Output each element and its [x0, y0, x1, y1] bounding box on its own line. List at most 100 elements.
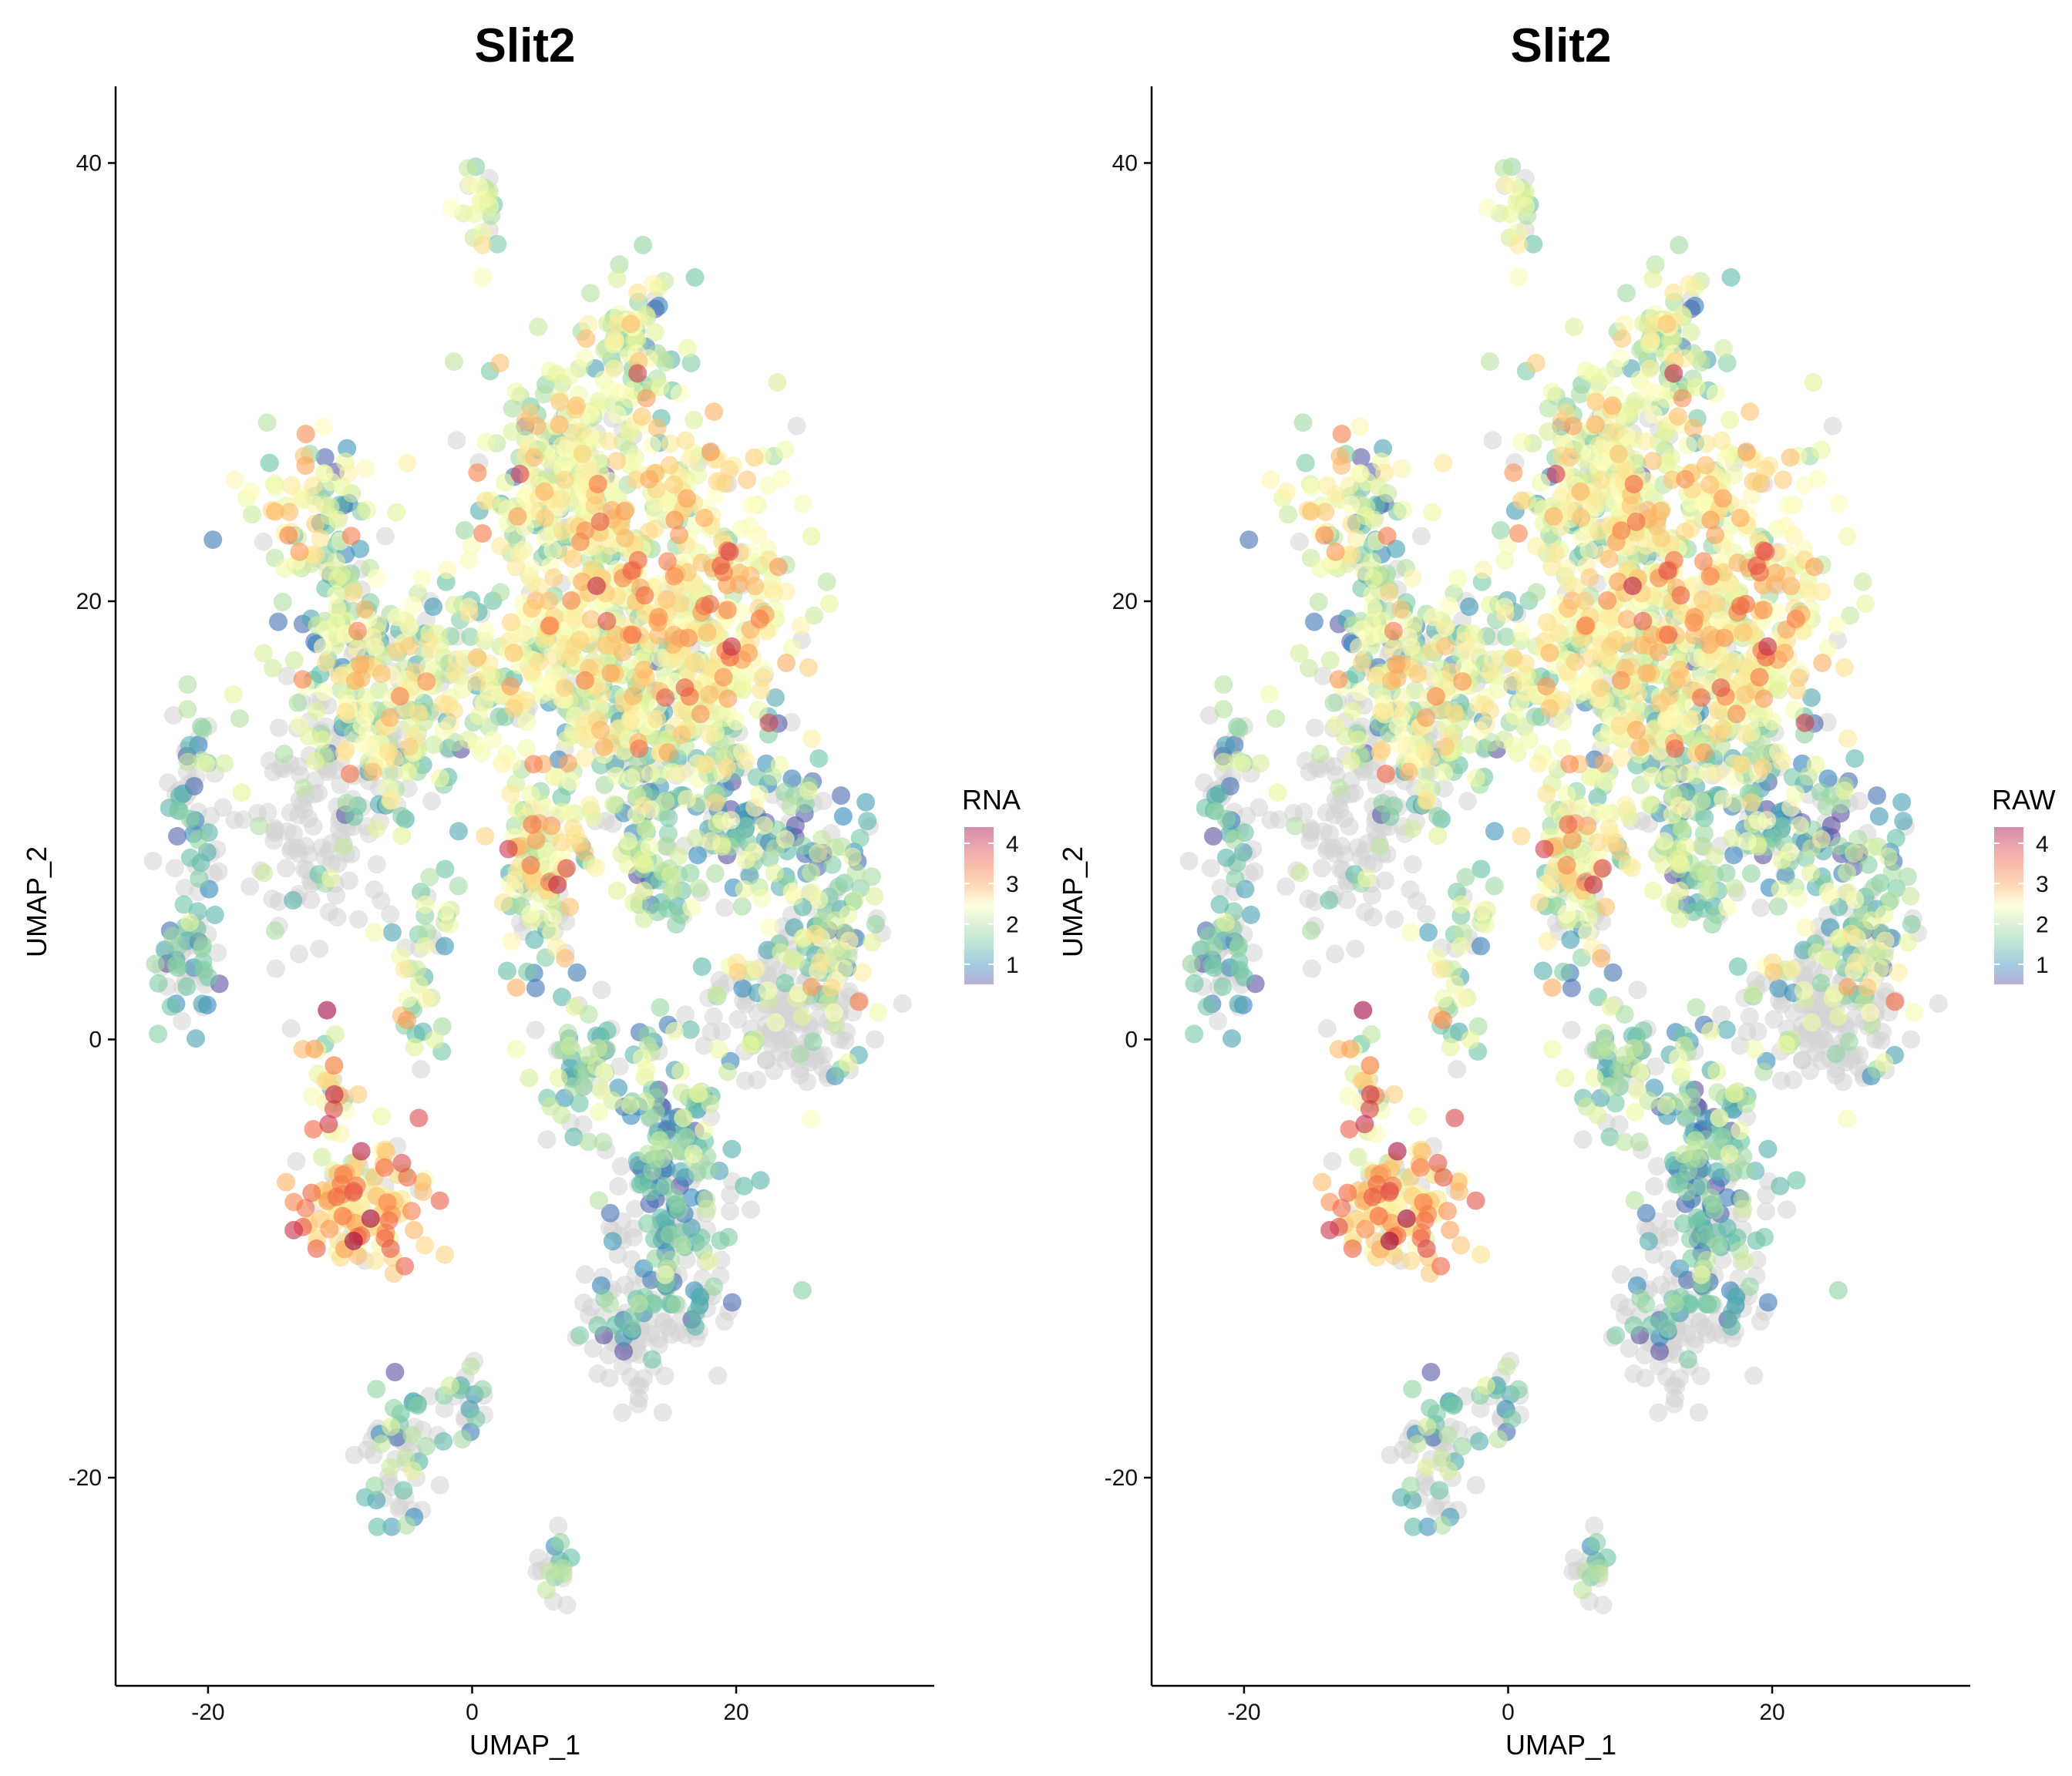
y-tick-label: -20	[69, 1465, 102, 1491]
cell-point	[1769, 979, 1788, 998]
cell-point	[313, 730, 331, 749]
cell-point	[1185, 974, 1204, 993]
cell-point	[403, 1462, 422, 1480]
cell-point	[458, 159, 477, 178]
cell-point	[1688, 1149, 1707, 1169]
cell-point	[1317, 841, 1336, 860]
cell-point	[629, 1394, 648, 1414]
cell-point	[341, 526, 361, 546]
cell-point	[294, 779, 313, 798]
cell-point	[1670, 910, 1690, 929]
cell-point	[747, 768, 766, 787]
cell-point	[1754, 1062, 1773, 1081]
cell-point	[306, 546, 325, 565]
cell-point	[288, 693, 308, 712]
cell-point	[163, 927, 182, 946]
cell-point	[1650, 1342, 1669, 1361]
cell-point	[636, 1092, 655, 1111]
cell-point	[1588, 1105, 1607, 1125]
cell-point	[740, 1035, 759, 1054]
cell-point	[473, 235, 492, 254]
cell-point	[664, 879, 683, 898]
cell-point	[402, 1425, 422, 1445]
cell-point	[649, 1336, 668, 1354]
cell-point	[1286, 816, 1305, 836]
cell-point	[601, 664, 621, 683]
cell-point	[314, 417, 334, 436]
cell-point	[736, 752, 755, 771]
cell-point	[1674, 1145, 1694, 1164]
cell-point	[1783, 768, 1802, 787]
cell-point	[1418, 1517, 1438, 1536]
cell-point	[1497, 1357, 1516, 1376]
cell-point	[1624, 1038, 1643, 1058]
cell-point	[352, 1142, 371, 1161]
cell-point	[588, 1038, 607, 1058]
cell-point	[1636, 1203, 1656, 1223]
cell-point	[1665, 1294, 1684, 1314]
cell-point	[578, 731, 597, 750]
cell-point	[461, 1357, 480, 1376]
cell-point	[553, 521, 572, 540]
cell-point	[781, 797, 800, 816]
cell-point	[506, 382, 526, 402]
cell-point	[436, 859, 455, 879]
y-tick-label: 40	[76, 150, 102, 176]
cell-point	[1300, 762, 1319, 782]
cell-point	[1250, 754, 1270, 773]
cell-point	[418, 923, 437, 942]
cell-point	[1722, 1317, 1741, 1336]
cell-point	[305, 752, 325, 771]
cell-point	[670, 525, 689, 544]
cell-point	[685, 653, 705, 672]
cell-point	[1202, 955, 1222, 974]
cell-point	[1709, 1236, 1728, 1255]
cell-point	[759, 713, 779, 732]
cell-point	[1661, 1199, 1680, 1219]
cell-point	[504, 699, 523, 718]
cell-point	[833, 807, 853, 826]
cell-point	[618, 856, 637, 875]
cell-point	[395, 960, 414, 979]
cell-point	[722, 811, 741, 829]
cell-point	[387, 607, 406, 627]
cell-point	[461, 627, 480, 647]
cell-point	[307, 1239, 326, 1258]
cell-point	[1818, 950, 1838, 969]
cell-point	[644, 274, 663, 294]
cell-point	[849, 992, 869, 1011]
cell-point	[348, 640, 367, 659]
cell-point	[567, 963, 587, 982]
cell-point	[316, 653, 335, 672]
cell-point	[1417, 905, 1436, 924]
cell-point	[280, 503, 299, 522]
cell-point	[575, 843, 594, 861]
cell-point	[768, 373, 787, 392]
cell-point	[1778, 1200, 1796, 1219]
cell-point	[385, 1363, 405, 1381]
cell-point	[700, 685, 719, 704]
cell-point	[839, 905, 858, 924]
cell-point	[607, 881, 627, 900]
cell-point	[1723, 829, 1742, 848]
cell-point	[1862, 838, 1881, 857]
cell-point	[205, 905, 224, 924]
cell-point	[315, 448, 335, 467]
cell-point	[618, 832, 637, 851]
cell-point	[318, 762, 338, 782]
cell-point	[1643, 269, 1663, 288]
cell-point	[459, 550, 479, 570]
cell-point	[284, 651, 304, 670]
cell-point	[530, 577, 549, 597]
cell-point	[508, 507, 527, 526]
cell-point	[224, 684, 243, 704]
cell-point	[234, 810, 253, 829]
cell-point	[758, 981, 777, 1000]
cell-point	[688, 1084, 708, 1103]
cell-point	[1201, 859, 1220, 878]
cell-point	[526, 830, 546, 849]
cell-point	[1356, 903, 1374, 922]
cell-point	[314, 637, 332, 657]
cell-point	[579, 314, 598, 334]
